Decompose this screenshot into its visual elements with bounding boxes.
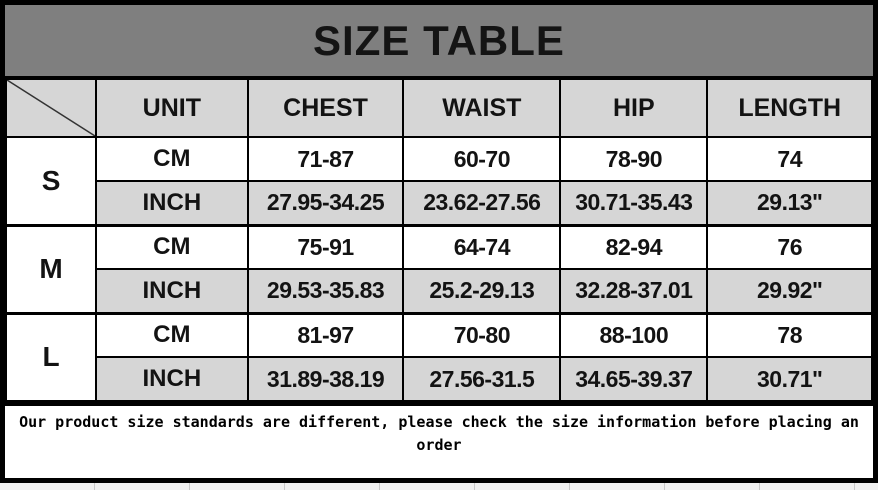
size-table-title: SIZE TABLE bbox=[5, 5, 873, 78]
cutoff-next-table-strip bbox=[0, 483, 878, 490]
corner-cell bbox=[4, 78, 98, 138]
table-row-s-cm: S CM 71-87 60-70 78-90 74 bbox=[4, 136, 873, 226]
value-cell: 27.95-34.25 bbox=[246, 180, 405, 226]
unit-cell: CM bbox=[95, 223, 249, 270]
value-cell: 70-80 bbox=[402, 311, 562, 358]
value-cell: 34.65-39.37 bbox=[559, 356, 709, 402]
value-cell: 60-70 bbox=[402, 136, 562, 182]
value-cell: 64-74 bbox=[402, 223, 562, 270]
table-row-m-inch: INCH 29.53-35.83 25.2-29.13 32.28-37.01 … bbox=[6, 268, 873, 314]
unit-cell: INCH bbox=[95, 356, 249, 402]
value-cell: 81-97 bbox=[246, 311, 405, 358]
value-cell: 23.62-27.56 bbox=[402, 180, 562, 226]
column-header-length: LENGTH bbox=[706, 78, 873, 138]
value-cell: 74 bbox=[706, 136, 873, 182]
unit-cell: CM bbox=[95, 136, 249, 182]
unit-cell: CM bbox=[95, 311, 249, 358]
size-label-s: S bbox=[4, 136, 98, 226]
value-cell: 25.2-29.13 bbox=[402, 268, 562, 314]
value-cell: 78-90 bbox=[559, 136, 709, 182]
diagonal-divider-line bbox=[7, 80, 95, 136]
value-cell: 30.71-35.43 bbox=[559, 180, 709, 226]
table-row-l-cm: L CM 81-97 70-80 88-100 78 bbox=[4, 311, 873, 402]
value-cell: 88-100 bbox=[559, 311, 709, 358]
value-cell: 31.89-38.19 bbox=[246, 356, 405, 402]
column-header-unit: UNIT bbox=[95, 78, 249, 138]
column-header-hip: HIP bbox=[559, 78, 709, 138]
value-cell: 71-87 bbox=[246, 136, 405, 182]
value-cell: 32.28-37.01 bbox=[559, 268, 709, 314]
value-cell: 30.71" bbox=[706, 356, 873, 402]
value-cell: 29.92" bbox=[706, 268, 873, 314]
header-row: UNIT CHEST WAIST HIP LENGTH bbox=[4, 78, 873, 138]
unit-cell: INCH bbox=[95, 268, 249, 314]
value-cell: 78 bbox=[706, 311, 873, 358]
value-cell: 29.13" bbox=[706, 180, 873, 226]
value-cell: 76 bbox=[706, 223, 873, 270]
value-cell: 82-94 bbox=[559, 223, 709, 270]
table-row-s-inch: INCH 27.95-34.25 23.62-27.56 30.71-35.43… bbox=[6, 180, 873, 226]
unit-cell: INCH bbox=[95, 180, 249, 226]
value-cell: 27.56-31.5 bbox=[402, 356, 562, 402]
size-table: UNIT CHEST WAIST HIP LENGTH S CM 71-87 6… bbox=[4, 78, 873, 402]
column-header-waist: WAIST bbox=[402, 78, 562, 138]
value-cell: 29.53-35.83 bbox=[246, 268, 405, 314]
size-label-m: M bbox=[4, 223, 98, 314]
size-label-l: L bbox=[4, 311, 98, 402]
value-cell: 75-91 bbox=[246, 223, 405, 270]
column-header-chest: CHEST bbox=[246, 78, 405, 138]
table-row-m-cm: M CM 75-91 64-74 82-94 76 bbox=[4, 223, 873, 314]
note-box: Our product size standards are different… bbox=[5, 402, 873, 478]
note-text: Our product size standards are different… bbox=[19, 413, 859, 455]
table-row-l-inch: INCH 31.89-38.19 27.56-31.5 34.65-39.37 … bbox=[6, 356, 873, 402]
